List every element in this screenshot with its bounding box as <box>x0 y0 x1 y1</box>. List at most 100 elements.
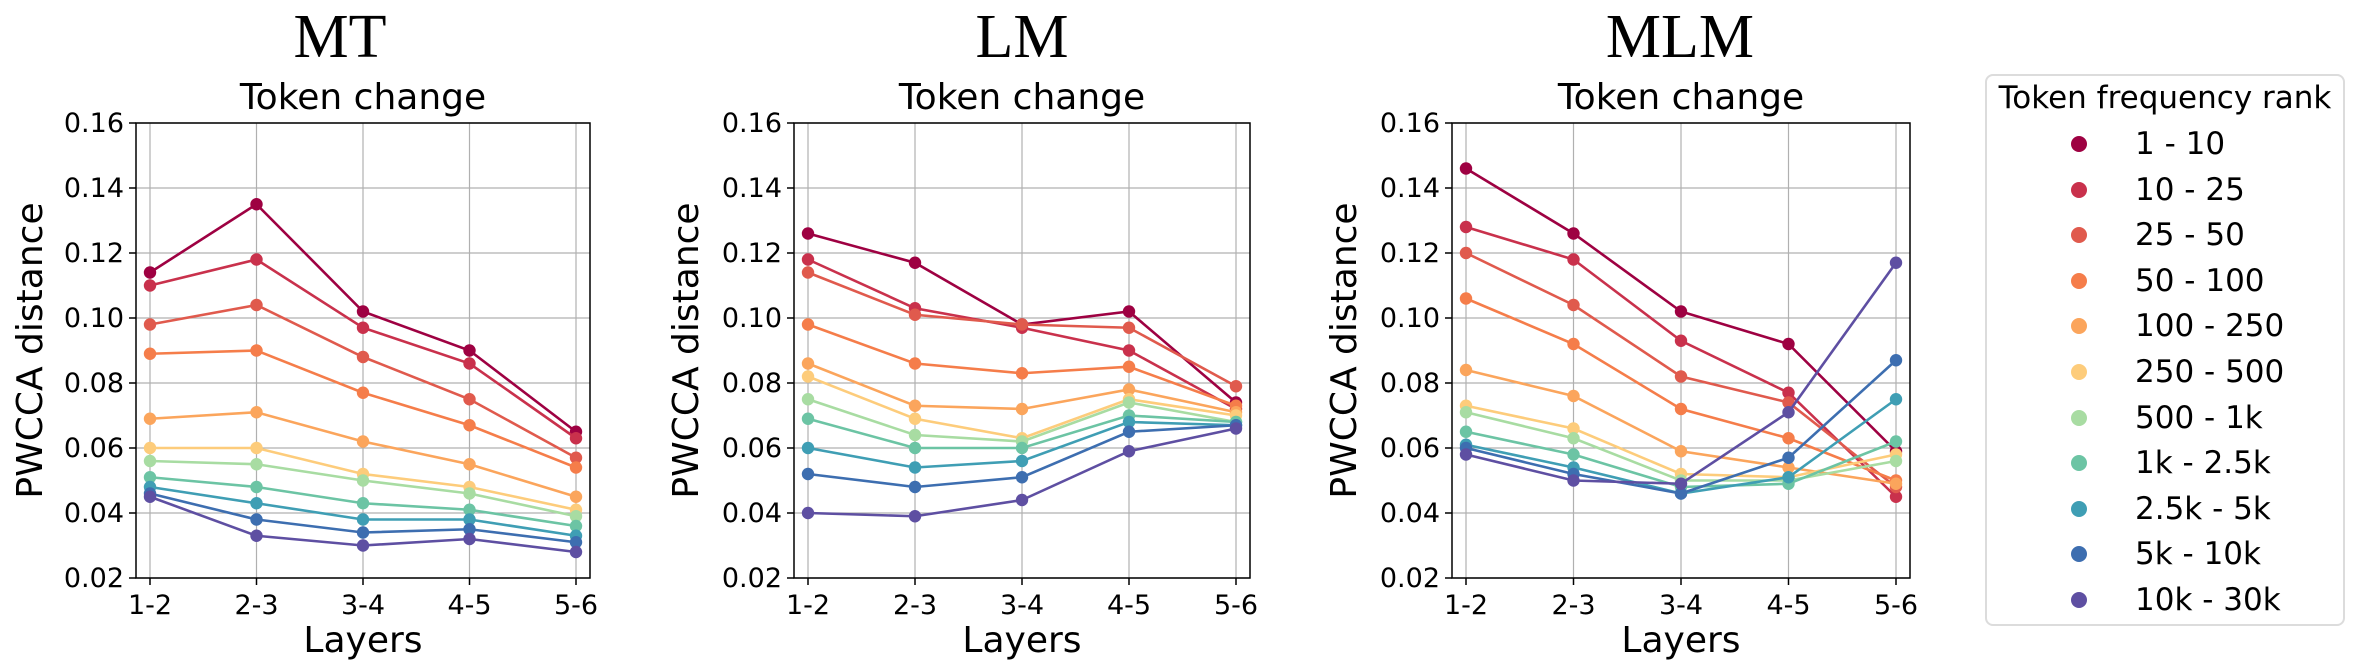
data-point <box>1567 253 1580 266</box>
data-point <box>569 451 583 464</box>
legend-item: 10 - 25 <box>1987 170 2343 210</box>
data-point <box>569 536 583 549</box>
x-tick-label: 1-2 <box>786 590 830 621</box>
data-point <box>569 490 583 503</box>
data-point <box>356 350 370 364</box>
data-point <box>143 318 157 331</box>
data-point <box>356 321 370 334</box>
data-point <box>1674 334 1688 347</box>
x-tick-label: 3-4 <box>341 590 385 621</box>
data-point <box>801 318 815 331</box>
legend-item: 1 - 10 <box>1987 124 2343 164</box>
data-point <box>143 471 157 484</box>
data-point <box>463 393 476 406</box>
legend-label: 25 - 50 <box>2135 217 2245 254</box>
x-tick-label: 2-3 <box>234 590 278 621</box>
data-point <box>801 253 815 266</box>
legend-label: 500 - 1k <box>2135 399 2263 436</box>
data-point <box>143 412 157 425</box>
data-point <box>1015 493 1029 507</box>
data-point <box>1674 402 1688 416</box>
legend-label: 10 - 25 <box>2135 171 2245 208</box>
legend-item: 500 - 1k <box>1987 398 2343 438</box>
data-point <box>463 344 476 357</box>
data-point <box>1122 425 1136 438</box>
data-point <box>908 428 922 442</box>
data-point <box>143 454 157 468</box>
data-point <box>1459 406 1473 419</box>
data-point <box>356 497 370 510</box>
data-point <box>250 529 263 542</box>
data-point <box>356 539 370 552</box>
legend: Token frequency rank 1 - 10 10 - 25 25 - 5… <box>1985 74 2345 626</box>
data-point <box>908 461 922 474</box>
data-point <box>356 386 370 399</box>
data-point <box>1459 292 1473 305</box>
data-point <box>250 441 263 455</box>
data-point <box>569 461 583 474</box>
x-tick-label: 3-4 <box>1659 590 1703 621</box>
data-point <box>1567 422 1580 435</box>
data-point <box>1889 393 1903 406</box>
data-point <box>801 357 815 370</box>
data-point <box>1122 383 1136 396</box>
data-point <box>1567 337 1580 351</box>
y-tick-label: 0.04 <box>1380 498 1440 529</box>
data-point <box>1015 402 1029 416</box>
x-tick-label: 5-6 <box>1214 590 1258 621</box>
data-point <box>356 526 370 539</box>
data-point <box>463 419 476 432</box>
data-point <box>356 513 370 526</box>
legend-marker <box>2071 227 2087 244</box>
legend-label: 5k - 10k <box>2135 536 2261 573</box>
legend-item: 5k - 10k <box>1987 534 2343 574</box>
data-point <box>250 344 263 357</box>
data-point <box>143 266 157 279</box>
data-point <box>1122 360 1136 373</box>
legend-item: 250 - 500 <box>1987 352 2343 392</box>
x-tick-label: 1-2 <box>1444 590 1488 621</box>
data-point <box>1122 396 1136 409</box>
data-point <box>908 441 922 455</box>
data-point <box>569 545 583 559</box>
data-point <box>801 441 815 455</box>
y-tick-label: 0.08 <box>64 368 124 399</box>
panel-title-mt: MT <box>293 3 387 71</box>
plot-title: Token change <box>898 77 1145 118</box>
x-tick-label: 4-5 <box>447 590 491 621</box>
data-point <box>250 298 263 312</box>
y-tick-label: 0.16 <box>1380 108 1440 139</box>
y-tick-label: 0.06 <box>1380 433 1440 464</box>
y-tick-label: 0.02 <box>64 563 124 594</box>
data-point <box>1229 422 1243 435</box>
data-point <box>908 399 922 412</box>
data-point <box>569 510 583 523</box>
legend-marker <box>2071 318 2087 335</box>
legend-item: 1k - 2.5k <box>1987 443 2343 483</box>
data-point <box>801 227 815 240</box>
data-point <box>1674 477 1688 490</box>
data-point <box>143 441 157 455</box>
plot-frame <box>793 122 1251 579</box>
x-tick-label: 3-4 <box>1000 590 1044 621</box>
data-point <box>250 497 263 510</box>
data-point <box>356 474 370 487</box>
x-tick-label: 4-5 <box>1766 590 1810 621</box>
data-point <box>1889 354 1903 367</box>
data-point <box>1889 435 1903 448</box>
data-point <box>1674 445 1688 458</box>
data-point <box>250 406 263 419</box>
legend-marker <box>2071 455 2087 472</box>
data-point <box>1459 448 1473 461</box>
x-tick-label: 4-5 <box>1107 590 1151 621</box>
data-point <box>1567 474 1580 487</box>
data-point <box>1459 220 1473 234</box>
y-tick-label: 0.06 <box>64 433 124 464</box>
y-tick-label: 0.08 <box>1380 368 1440 399</box>
y-tick-label: 0.02 <box>722 563 782 594</box>
data-point <box>1674 487 1688 500</box>
legend-marker <box>2071 272 2087 289</box>
data-point <box>1782 386 1795 399</box>
data-point <box>801 393 815 406</box>
panel-title-mlm: MLM <box>1605 3 1755 71</box>
